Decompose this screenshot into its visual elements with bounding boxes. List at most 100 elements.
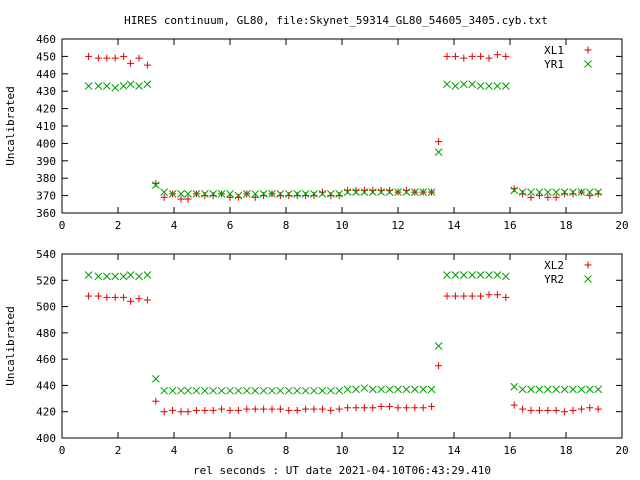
data-point-XL2 — [485, 291, 493, 299]
y-tick-label: 450 — [36, 50, 56, 63]
data-point-XL1 — [510, 185, 518, 193]
data-point-YR2 — [493, 271, 502, 279]
data-point-XL1 — [152, 179, 160, 187]
data-point-XL1 — [451, 52, 459, 60]
data-point-YR2 — [410, 385, 419, 394]
data-point-XL1 — [544, 193, 552, 201]
x-tick-label: 12 — [391, 444, 404, 457]
data-point-YR2 — [427, 385, 436, 394]
data-point-YR1 — [476, 82, 485, 90]
data-point-YR2 — [377, 385, 386, 394]
y-tick-label: 400 — [36, 432, 56, 445]
legend-label: XL1 — [544, 44, 564, 57]
data-point-YR1 — [200, 190, 209, 198]
data-point-YR2 — [451, 271, 460, 279]
x-tick-label: 2 — [115, 444, 122, 457]
data-point-YR2 — [217, 386, 226, 395]
data-point-YR2 — [510, 382, 519, 391]
legend-marker-YR2 — [584, 275, 592, 283]
data-point-YR1 — [552, 188, 561, 196]
x-tick-label: 20 — [615, 444, 628, 457]
data-point-YR2 — [151, 375, 160, 383]
data-point-XL1 — [493, 51, 501, 59]
y-tick-label: 540 — [36, 248, 56, 261]
data-point-XL2 — [103, 293, 111, 301]
data-point-YR1 — [268, 190, 276, 198]
data-point-XL1 — [594, 190, 602, 198]
data-point-YR2 — [160, 386, 169, 395]
data-point-YR2 — [360, 384, 369, 392]
data-point-XL2 — [377, 402, 385, 410]
x-tick-label: 14 — [447, 219, 461, 232]
data-point-YR1 — [335, 190, 344, 198]
legend-marker-XL1 — [584, 46, 592, 54]
data-point-YR2 — [192, 386, 201, 395]
data-point-XL2 — [369, 404, 377, 412]
x-tick-label: 4 — [171, 444, 178, 457]
data-point-YR2 — [326, 386, 335, 395]
data-point-YR2 — [268, 386, 276, 395]
data-point-YR1 — [310, 190, 318, 198]
data-point-YR1 — [493, 82, 502, 90]
data-point-XL2 — [519, 405, 527, 413]
data-point-XL2 — [502, 293, 510, 301]
data-point-XL2 — [184, 408, 192, 416]
data-point-XL2 — [169, 406, 177, 414]
data-point-XL1 — [535, 192, 543, 200]
data-point-YR1 — [459, 80, 468, 89]
data-point-XL1 — [160, 193, 168, 201]
data-point-YR1 — [226, 190, 234, 198]
data-point-XL2 — [251, 405, 259, 413]
data-point-YR2 — [343, 385, 352, 394]
data-point-YR2 — [242, 386, 251, 395]
data-point-XL2 — [135, 295, 143, 303]
data-point-XL1 — [386, 186, 394, 194]
data-point-XL1 — [184, 195, 192, 203]
data-point-YR2 — [251, 386, 260, 395]
data-point-XL1 — [226, 193, 234, 201]
data-point-YR1 — [119, 82, 128, 90]
x-tick-label: 10 — [335, 219, 348, 232]
data-point-YR2 — [368, 385, 377, 394]
x-tick-label: 16 — [503, 444, 516, 457]
data-point-YR1 — [377, 188, 386, 196]
data-point-YR1 — [301, 190, 310, 198]
data-point-YR1 — [419, 188, 428, 196]
y-tick-label: 370 — [36, 190, 56, 203]
legend-marker-XL2 — [584, 261, 592, 269]
data-point-XL1 — [369, 186, 377, 194]
data-point-XL1 — [435, 138, 443, 146]
data-point-XL2 — [569, 406, 577, 414]
data-point-YR1 — [485, 82, 493, 90]
data-point-YR2 — [102, 272, 111, 281]
legend-marker-YR1 — [584, 60, 592, 68]
data-point-YR2 — [485, 271, 493, 279]
bottom-plot: 0 2 4 6 8 10 12 14 16 18 20 400 420 440 460 480 500 520 54… — [4, 248, 629, 477]
data-point-XL1 — [276, 192, 284, 200]
y-tick-label: 410 — [36, 120, 56, 133]
y-tick-label: 420 — [36, 103, 56, 116]
data-point-XL2 — [344, 404, 352, 412]
data-point-YR1 — [468, 80, 477, 89]
series-YR2 — [84, 271, 603, 395]
data-point-YR2 — [200, 386, 209, 395]
series-XL1 — [85, 51, 602, 203]
data-point-XL1 — [293, 192, 301, 200]
data-point-XL1 — [310, 192, 318, 200]
data-point-XL2 — [510, 401, 518, 409]
y-tick-label: 360 — [36, 207, 56, 220]
data-point-XL2 — [276, 405, 284, 413]
data-point-XL2 — [234, 406, 242, 414]
y-tick-label: 460 — [36, 353, 56, 366]
data-point-YR1 — [510, 186, 519, 195]
data-point-XL1 — [302, 192, 310, 200]
x-tick-label: 0 — [59, 444, 66, 457]
data-point-YR2 — [177, 386, 185, 395]
data-point-YR2 — [226, 386, 234, 395]
data-point-XL2 — [85, 292, 93, 300]
data-point-XL2 — [260, 405, 268, 413]
data-point-XL2 — [192, 406, 200, 414]
data-point-YR1 — [151, 181, 160, 190]
data-point-XL2 — [285, 406, 293, 414]
y-tick-label: 480 — [36, 327, 56, 340]
